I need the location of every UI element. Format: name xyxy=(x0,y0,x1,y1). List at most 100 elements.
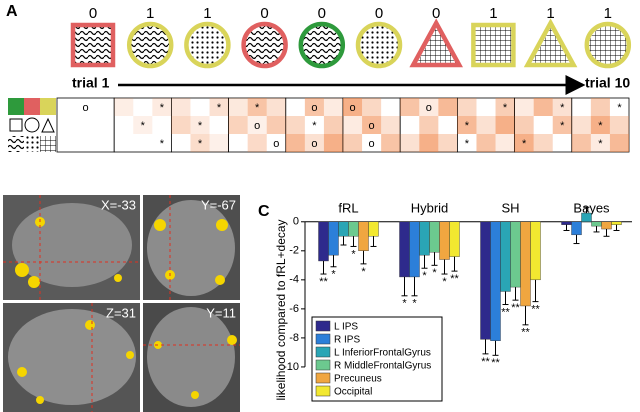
stimulus xyxy=(70,22,116,68)
outcome: 1 xyxy=(146,5,154,22)
matrix-cell xyxy=(247,98,267,116)
matrix-cell xyxy=(247,134,267,152)
significance: * xyxy=(442,276,447,288)
matrix-frame xyxy=(170,97,229,153)
significance: * xyxy=(422,270,427,282)
matrix-symbol: o xyxy=(273,138,279,150)
matrix-symbol: * xyxy=(465,138,470,150)
brain-slices xyxy=(3,195,240,412)
matrix-symbol: * xyxy=(312,120,317,132)
bar xyxy=(510,221,521,288)
matrix-cell xyxy=(323,116,343,134)
significance: * xyxy=(402,298,407,310)
matrix-symbol: * xyxy=(217,102,222,114)
matrix-cell xyxy=(171,116,191,134)
matrix-cell xyxy=(304,134,324,152)
significance: * xyxy=(351,248,356,260)
bar xyxy=(480,221,491,340)
outcome: 0 xyxy=(432,5,440,22)
y-axis-label: likelihood compared to fRL+decay xyxy=(274,219,288,400)
outcome: 1 xyxy=(604,5,612,22)
matrix-symbol: o xyxy=(426,102,432,114)
stimulus xyxy=(409,18,463,68)
bar xyxy=(561,221,572,225)
matrix-cell xyxy=(171,98,191,116)
legend-label: Precuneus xyxy=(334,374,382,385)
key xyxy=(8,98,56,152)
matrix-cell xyxy=(438,134,458,152)
bar xyxy=(591,221,602,227)
panel-label: A xyxy=(6,3,18,20)
end-label: trial 10 xyxy=(585,75,630,91)
matrix-cell xyxy=(457,116,477,134)
matrix-symbol: * xyxy=(522,138,527,150)
bar xyxy=(399,221,410,278)
matrix-symbol: * xyxy=(198,138,203,150)
matrix-cell xyxy=(495,98,515,116)
matrix-cell xyxy=(323,134,343,152)
y-tick-label: -8 xyxy=(289,332,299,344)
stimulus xyxy=(584,21,632,69)
significance: ** xyxy=(491,357,500,369)
matrix-cell xyxy=(381,134,401,152)
significance: * xyxy=(361,266,366,278)
matrix-symbol: o xyxy=(349,102,355,114)
matrix-cell xyxy=(343,98,363,116)
group-label: SH xyxy=(501,200,519,215)
y-tick-label: -4 xyxy=(289,274,299,286)
matrix-cell xyxy=(476,116,496,134)
matrix-cell xyxy=(514,134,534,152)
slice-label: X=-33 xyxy=(101,197,136,212)
significance: ** xyxy=(531,304,540,316)
matrix-cell xyxy=(609,116,629,134)
matrix-cell xyxy=(495,134,515,152)
stimulus xyxy=(184,21,231,69)
matrix-cell xyxy=(228,116,248,134)
matrix-cell xyxy=(343,116,363,134)
matrix-cell xyxy=(114,98,134,116)
outcome: 0 xyxy=(318,5,326,22)
matrix-cell xyxy=(190,134,210,152)
matrix-cell xyxy=(266,98,286,116)
outcome: 1 xyxy=(546,5,554,22)
legend-swatch xyxy=(315,320,331,332)
stimulus xyxy=(241,21,288,69)
matrix-symbol: * xyxy=(598,120,603,132)
bar xyxy=(449,221,460,257)
slice-label: Y=11 xyxy=(206,305,236,320)
matrix-symbol: * xyxy=(503,102,508,114)
legend-label: R MiddleFrontalGyrus xyxy=(334,361,431,372)
matrix-frame xyxy=(113,97,172,153)
matrix-cell xyxy=(362,116,382,134)
legend-label: L IPS xyxy=(334,322,358,333)
y-tick-label: -10 xyxy=(283,361,299,373)
matrix-cell xyxy=(609,134,629,152)
matrix-cell xyxy=(362,98,382,116)
stimulus xyxy=(126,21,174,69)
significance: * xyxy=(331,269,336,281)
legend-swatch xyxy=(315,359,331,371)
bar xyxy=(368,221,379,237)
matrix-cell xyxy=(514,116,534,134)
matrix-cell xyxy=(285,134,305,152)
matrix-symbol: o xyxy=(311,138,317,150)
matrix-cell xyxy=(247,116,267,134)
significance: ** xyxy=(450,273,459,285)
start-label: trial 1 xyxy=(72,75,110,91)
slice-label: Z=31 xyxy=(106,305,136,320)
matrix-frame xyxy=(56,97,115,153)
matrix-symbol: * xyxy=(560,102,565,114)
matrix-cell xyxy=(533,98,553,116)
bar xyxy=(328,221,339,256)
matrix-cell xyxy=(381,116,401,134)
significance: ** xyxy=(521,327,530,339)
matrix-cell xyxy=(571,116,591,134)
matrix-symbol: * xyxy=(160,138,165,150)
bar xyxy=(500,221,511,292)
legend-swatch xyxy=(315,333,331,345)
matrix-cell xyxy=(323,98,343,116)
matrix-cell xyxy=(266,116,286,134)
bar xyxy=(581,212,592,222)
legend-label: Occipital xyxy=(334,387,372,398)
